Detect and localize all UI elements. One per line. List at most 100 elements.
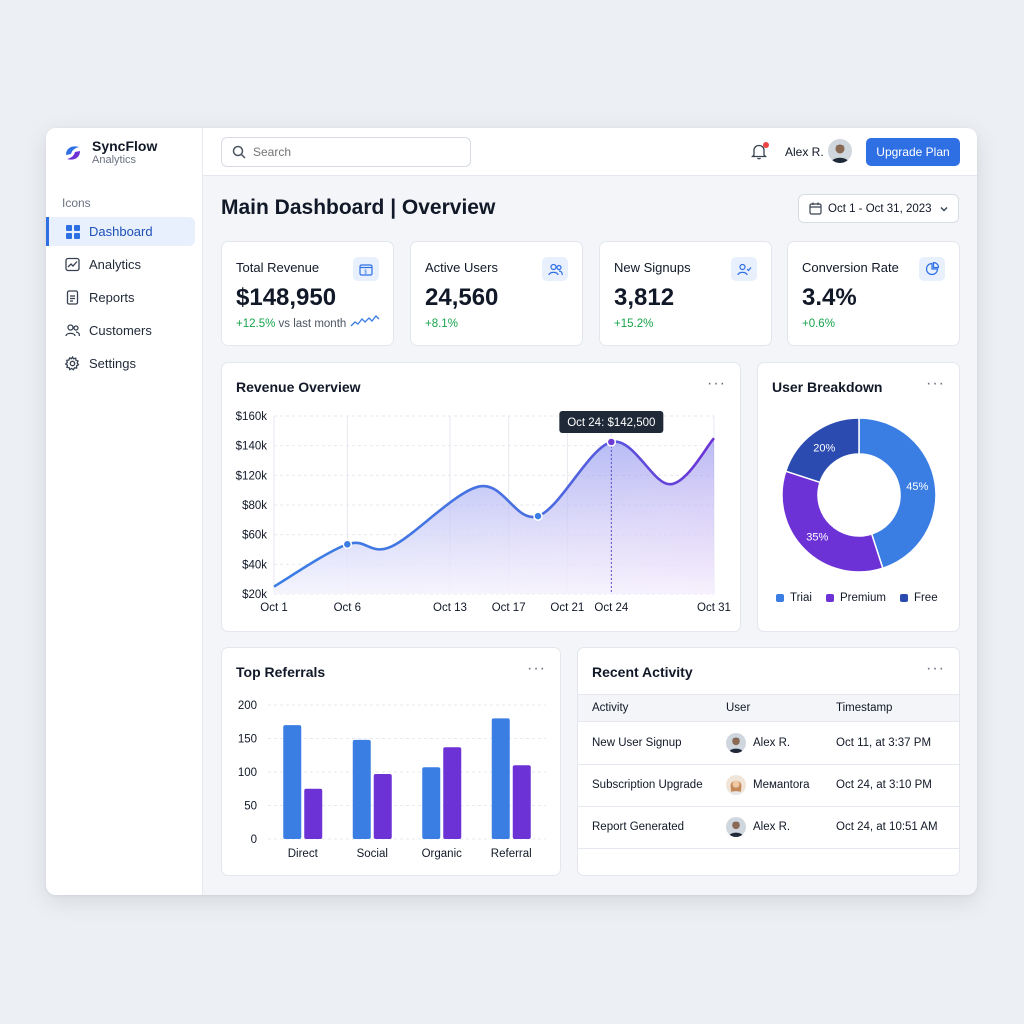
column-header-user[interactable]: User (726, 702, 751, 714)
y-tick-label: $140k (236, 441, 268, 453)
legend-item-premium: Premium (825, 592, 886, 604)
y-tick-label: 0 (251, 834, 257, 846)
sidebar-item-customers[interactable]: Customers (46, 316, 195, 345)
brand[interactable]: SyncFlow Analytics (62, 138, 157, 167)
bar-direct-2 (304, 788, 323, 839)
avatar[interactable] (828, 139, 852, 163)
bar-social-1 (352, 739, 371, 839)
gear-icon (65, 356, 80, 371)
sidebar-item-settings[interactable]: Settings (46, 349, 195, 378)
bar-organic-2 (443, 747, 462, 839)
kpi-delta-note: vs last month (278, 318, 347, 330)
date-range-picker[interactable]: Oct 1 - Oct 31, 2023 (798, 194, 959, 223)
y-tick-label: $160k (236, 411, 268, 423)
bar-direct-1 (283, 725, 302, 839)
card-title: Recent Activity (592, 664, 693, 680)
kpi-value: 3.4% (802, 284, 857, 311)
card-title: Top Referrals (236, 664, 326, 680)
more-options-icon[interactable]: ··· (527, 660, 546, 677)
y-tick-label: 200 (238, 700, 257, 712)
user-cell: Alex R. (753, 821, 791, 833)
date-range-value: Oct 1 - Oct 31, 2023 (828, 202, 932, 215)
slice-label: 35% (806, 532, 828, 544)
tooltip-text: Oct 24: $142,500 (567, 417, 655, 429)
card-title: User Breakdown (772, 379, 883, 395)
timestamp-cell: Oct 24, at 3:10 PM (836, 779, 932, 791)
kpi-delta: +15.2% (614, 318, 654, 330)
y-tick-label: $40k (242, 559, 267, 571)
user-cell: Mемantora (753, 779, 810, 791)
more-options-icon[interactable]: ··· (926, 660, 945, 677)
brand-name: SyncFlow (92, 138, 158, 154)
sidebar: SyncFlow Analytics Icons Dashboard Analy… (46, 128, 203, 895)
column-header-timestamp[interactable]: Timestamp (836, 702, 893, 714)
sidebar-item-label: Settings (89, 356, 136, 371)
sidebar-item-dashboard[interactable]: Dashboard (46, 217, 195, 246)
x-tick-label: Oct 31 (697, 602, 731, 614)
sidebar-item-label: Customers (89, 323, 152, 338)
table-row[interactable]: Subscription Upgrade Mемantora Oct 24, a… (578, 765, 959, 807)
timestamp-cell: Oct 24, at 10:51 AM (836, 821, 938, 833)
x-tick-label: Oct 21 (550, 602, 584, 614)
kpi-value: 3,812 (614, 284, 675, 311)
kpi-value: $148,950 (236, 284, 337, 311)
referrals-bar-chart: 0 50 100 150 200 Direct Social Organic Referral (238, 700, 546, 860)
more-options-icon[interactable]: ··· (707, 375, 726, 392)
kpi-label: Total Revenue (236, 260, 320, 275)
sparkline (350, 315, 380, 327)
legend-swatch (899, 594, 908, 602)
chart-tooltip (559, 410, 664, 433)
x-tick-label: Oct 13 (433, 602, 467, 614)
donut-slice-premium (781, 470, 884, 573)
bar-referral-2 (512, 765, 531, 839)
activity-cell: Report Generated (592, 821, 685, 833)
search-box[interactable] (221, 137, 471, 167)
wallet-icon: $ (353, 257, 379, 281)
sidebar-item-label: Dashboard (89, 224, 153, 239)
x-tick-label: Referral (491, 848, 532, 860)
kpi-card-active-users[interactable]: Active Users 24,560 +8.1% (410, 241, 583, 346)
chevron-down-icon (940, 207, 948, 212)
user-name[interactable]: Alex R. (785, 145, 824, 159)
column-header-activity[interactable]: Activity (592, 702, 629, 714)
kpi-card-conversion-rate[interactable]: Conversion Rate 3.4% +0.6% (787, 241, 960, 346)
notification-button[interactable] (750, 142, 769, 161)
legend-label: Free (913, 592, 938, 604)
sidebar-item-reports[interactable]: Reports (46, 283, 195, 312)
search-input[interactable] (253, 145, 453, 159)
more-options-icon[interactable]: ··· (926, 375, 945, 392)
avatar (726, 775, 746, 795)
legend-swatch (776, 594, 784, 602)
y-tick-label: 50 (244, 801, 257, 813)
kpi-card-new-signups[interactable]: New Signups 3,812 +15.2% (599, 241, 772, 346)
table-row[interactable]: New User Signup Alex R. Oct 11, at 3:37 … (578, 723, 959, 765)
donut-slice-trial (858, 417, 937, 570)
svg-text:$: $ (364, 269, 367, 275)
pie-icon (919, 257, 945, 281)
page-title: Main Dashboard | Overview (221, 196, 496, 219)
users-icon (65, 323, 80, 338)
revenue-chart: $20k $40k $60k $80k $120k $140k $160k Oct 1 Oct … (236, 410, 731, 614)
upgrade-plan-button[interactable]: Upgrade Plan (866, 138, 960, 166)
chart-legend: Triai Premium Free (776, 592, 952, 604)
y-tick-label: $20k (242, 589, 267, 601)
kpi-card-total-revenue[interactable]: Total Revenue $ $148,950 +12.5% vs last … (221, 241, 394, 346)
activity-cell: Subscription Upgrade (592, 779, 703, 791)
calendar-icon (809, 202, 822, 215)
revenue-overview-card: Revenue Overview ··· $20k $40k $60k $80k $12… (221, 362, 741, 632)
y-tick-label: 150 (238, 734, 257, 746)
table-row[interactable]: Report Generated Alex R. Oct 24, at 10:5… (578, 807, 959, 849)
sidebar-item-analytics[interactable]: Analytics (46, 250, 195, 279)
kpi-label: Conversion Rate (802, 260, 899, 275)
kpi-value: 24,560 (425, 284, 499, 311)
slice-label: 45% (906, 481, 928, 493)
kpi-label: Active Users (425, 260, 498, 275)
card-title: Revenue Overview (236, 379, 361, 395)
line-chart-icon (65, 257, 80, 272)
activity-cell: New User Signup (592, 737, 682, 749)
data-point (606, 437, 617, 447)
sidebar-nav: Dashboard Analytics Reports Customers (46, 217, 203, 382)
app-window: SyncFlow Analytics Icons Dashboard Analy… (46, 128, 977, 895)
y-tick-label: $80k (242, 500, 267, 512)
revenue-line (273, 437, 715, 588)
